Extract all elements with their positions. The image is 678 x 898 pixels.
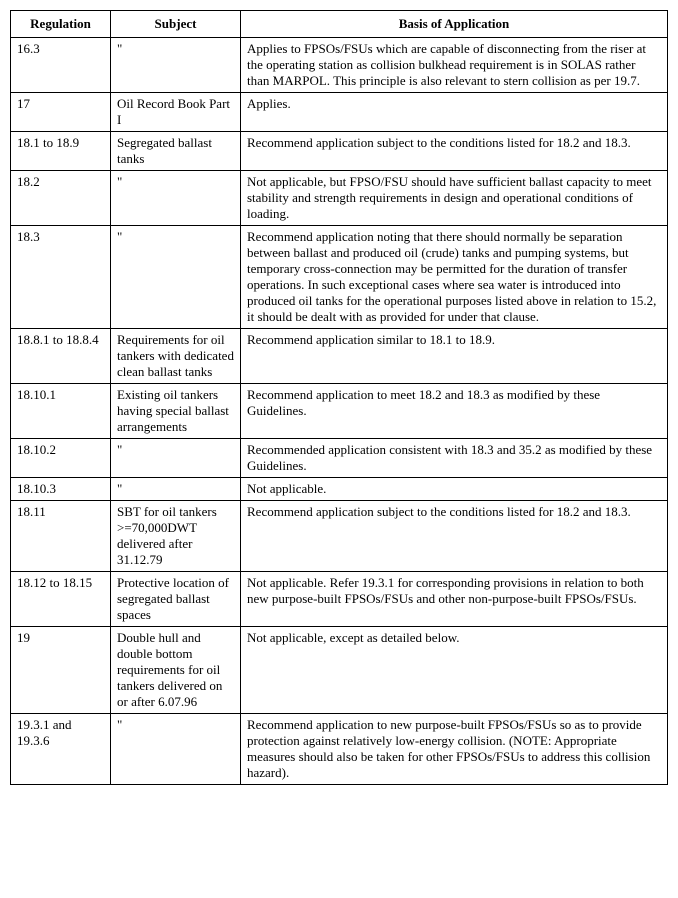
table-row: 18.10.2"Recommended application consiste… [11,439,668,478]
cell-subject: Segregated ballast tanks [111,132,241,171]
table-row: 18.2"Not applicable, but FPSO/FSU should… [11,171,668,226]
cell-subject: " [111,714,241,785]
cell-basis: Recommend application to new purpose-bui… [241,714,668,785]
cell-regulation: 18.10.3 [11,478,111,501]
cell-basis: Recommend application similar to 18.1 to… [241,329,668,384]
col-header-subject: Subject [111,11,241,38]
cell-regulation: 18.8.1 to 18.8.4 [11,329,111,384]
cell-regulation: 18.3 [11,226,111,329]
cell-regulation: 18.1 to 18.9 [11,132,111,171]
cell-subject: " [111,38,241,93]
cell-subject: Protective location of segregated ballas… [111,572,241,627]
table-row: 18.3"Recommend application noting that t… [11,226,668,329]
cell-regulation: 19.3.1 and 19.3.6 [11,714,111,785]
cell-basis: Recommend application subject to the con… [241,501,668,572]
cell-subject: Oil Record Book Part I [111,93,241,132]
table-row: 18.11SBT for oil tankers >=70,000DWT del… [11,501,668,572]
cell-subject: Double hull and double bottom requiremen… [111,627,241,714]
cell-regulation: 18.10.2 [11,439,111,478]
cell-regulation: 17 [11,93,111,132]
table-row: 17Oil Record Book Part IApplies. [11,93,668,132]
cell-basis: Recommend application to meet 18.2 and 1… [241,384,668,439]
cell-regulation: 19 [11,627,111,714]
table-row: 16.3"Applies to FPSOs/FSUs which are cap… [11,38,668,93]
cell-regulation: 18.2 [11,171,111,226]
cell-subject: " [111,226,241,329]
cell-basis: Not applicable. [241,478,668,501]
cell-subject: SBT for oil tankers >=70,000DWT delivere… [111,501,241,572]
cell-basis: Not applicable, except as detailed below… [241,627,668,714]
table-row: 18.10.3"Not applicable. [11,478,668,501]
cell-basis: Recommend application noting that there … [241,226,668,329]
col-header-basis: Basis of Application [241,11,668,38]
table-row: 19Double hull and double bottom requirem… [11,627,668,714]
cell-basis: Recommend application subject to the con… [241,132,668,171]
table-row: 18.10.1Existing oil tankers having speci… [11,384,668,439]
cell-basis: Not applicable, but FPSO/FSU should have… [241,171,668,226]
cell-subject: Existing oil tankers having special ball… [111,384,241,439]
table-row: 18.12 to 18.15Protective location of seg… [11,572,668,627]
cell-basis: Not applicable. Refer 19.3.1 for corresp… [241,572,668,627]
table-row: 19.3.1 and 19.3.6"Recommend application … [11,714,668,785]
cell-subject: " [111,439,241,478]
cell-regulation: 18.12 to 18.15 [11,572,111,627]
table-header-row: Regulation Subject Basis of Application [11,11,668,38]
cell-subject: Requirements for oil tankers with dedica… [111,329,241,384]
cell-subject: " [111,478,241,501]
cell-regulation: 16.3 [11,38,111,93]
cell-basis: Applies. [241,93,668,132]
regulations-table: Regulation Subject Basis of Application … [10,10,668,785]
cell-subject: " [111,171,241,226]
cell-regulation: 18.11 [11,501,111,572]
table-row: 18.8.1 to 18.8.4Requirements for oil tan… [11,329,668,384]
cell-basis: Applies to FPSOs/FSUs which are capable … [241,38,668,93]
cell-basis: Recommended application consistent with … [241,439,668,478]
table-body: 16.3"Applies to FPSOs/FSUs which are cap… [11,38,668,785]
table-row: 18.1 to 18.9Segregated ballast tanksReco… [11,132,668,171]
cell-regulation: 18.10.1 [11,384,111,439]
col-header-regulation: Regulation [11,11,111,38]
